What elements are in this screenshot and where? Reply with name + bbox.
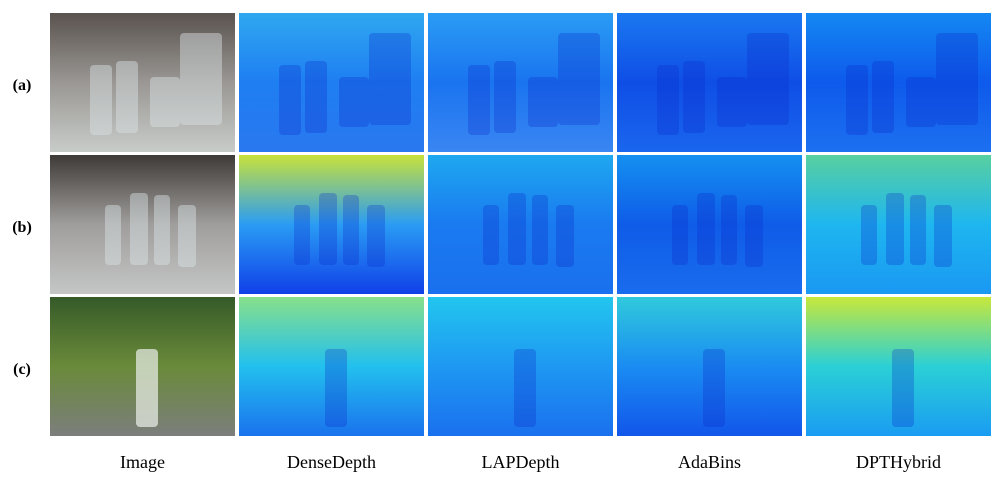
object (369, 33, 411, 125)
object (721, 195, 737, 265)
object (468, 65, 490, 135)
object (683, 61, 705, 133)
object (532, 195, 548, 265)
object (886, 193, 904, 265)
object (339, 77, 369, 127)
object (105, 205, 121, 265)
object (116, 61, 138, 133)
object (325, 349, 347, 427)
object (934, 205, 952, 267)
object (514, 349, 536, 427)
object (279, 65, 301, 135)
object (657, 65, 679, 135)
object (136, 349, 158, 427)
object (180, 33, 222, 125)
object (558, 33, 600, 125)
object (343, 195, 359, 265)
column-label: DenseDepth (287, 452, 376, 472)
object (697, 193, 715, 265)
object (294, 205, 310, 265)
object (872, 61, 894, 133)
object (178, 205, 196, 267)
object (703, 349, 725, 427)
object (717, 77, 747, 127)
object (672, 205, 688, 265)
object (861, 205, 877, 265)
object (747, 33, 789, 125)
figure: (a) (b) (c) Image DenseDepth LAPDepth AdaBins D… (0, 0, 993, 479)
row-label: (a) (13, 77, 32, 94)
object (745, 205, 763, 267)
object (305, 61, 327, 133)
column-label: LAPDepth (482, 452, 560, 472)
row-label: (b) (12, 219, 32, 236)
object (508, 193, 526, 265)
object (154, 195, 170, 265)
object (556, 205, 574, 267)
object (483, 205, 499, 265)
object (319, 193, 337, 265)
object (367, 205, 385, 267)
column-label: Image (120, 452, 165, 472)
object (494, 61, 516, 133)
object (906, 77, 936, 127)
object (910, 195, 926, 265)
object (936, 33, 978, 125)
object (846, 65, 868, 135)
object (150, 77, 180, 127)
object (892, 349, 914, 427)
object (90, 65, 112, 135)
column-label: DPTHybrid (856, 452, 941, 472)
row-label: (c) (13, 361, 31, 378)
object (130, 193, 148, 265)
object (528, 77, 558, 127)
column-label: AdaBins (678, 452, 741, 472)
